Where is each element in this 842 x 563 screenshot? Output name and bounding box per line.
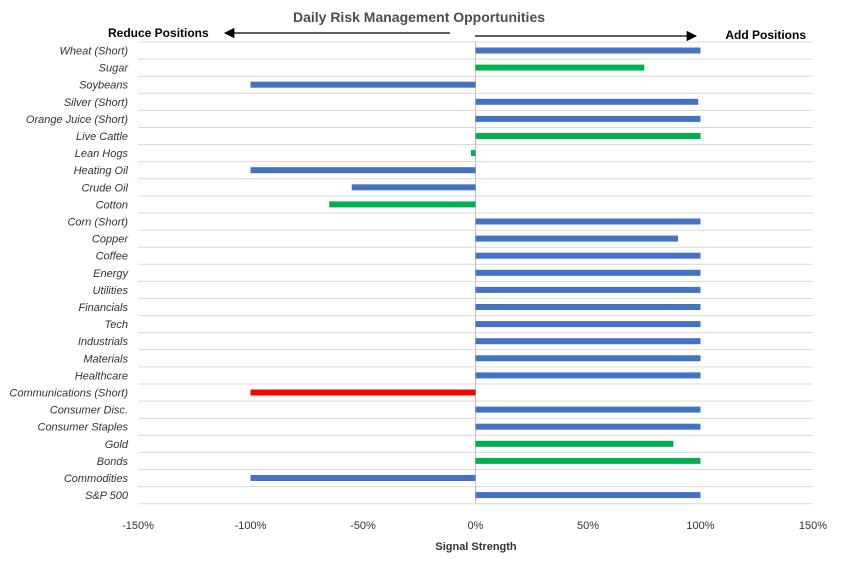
x-tick-label: 150% [799, 520, 827, 532]
add-positions-label: Add Positions [725, 28, 806, 42]
bar [475, 133, 701, 139]
bar [475, 338, 701, 345]
category-labels: Wheat (Short) Sugar Soybeans Silver (Short)… [9, 46, 129, 503]
bar [475, 64, 645, 71]
bar [250, 475, 476, 481]
bar [475, 252, 701, 259]
category-label: Industrials [78, 336, 129, 348]
category-label: Materials [83, 353, 128, 365]
bar [475, 269, 701, 276]
category-label: S&P 500 [85, 490, 129, 502]
category-label: Wheat (Short) [60, 46, 129, 58]
category-label: Tech [105, 319, 128, 331]
bar [475, 286, 701, 293]
bar [475, 492, 701, 499]
chart-title: Daily Risk Management Opportunities [293, 9, 545, 25]
category-label: Gold [105, 439, 129, 451]
category-label: Silver (Short) [64, 97, 129, 109]
bar [475, 218, 701, 225]
bar [475, 423, 701, 430]
category-label: Corn (Short) [67, 217, 128, 229]
x-axis-label: Signal Strength [435, 541, 517, 553]
category-label: Energy [93, 268, 129, 280]
category-label: Consumer Staples [38, 422, 129, 434]
bar [475, 304, 701, 310]
category-label: Financials [78, 302, 128, 314]
bar [329, 201, 476, 208]
bar [475, 321, 701, 328]
reduce-positions-label: Reduce Positions [108, 26, 209, 40]
category-label: Communications (Short) [9, 388, 128, 400]
x-tick-label: -100% [235, 520, 267, 532]
x-tick-labels: -150% -100% -50% 0% 50% 100% 150% [122, 520, 827, 532]
x-tick-label: 100% [686, 520, 714, 532]
x-tick-label: -150% [122, 520, 154, 532]
x-tick-label: -50% [350, 520, 376, 532]
x-tick-label: 50% [577, 520, 599, 532]
bar [475, 98, 699, 105]
category-label: Heating Oil [74, 165, 129, 177]
bar [250, 389, 476, 396]
category-label: Lean Hogs [75, 148, 129, 160]
bar [475, 235, 678, 242]
bar [475, 457, 701, 464]
bar [351, 184, 476, 191]
category-label: Coffee [96, 251, 128, 263]
category-label: Crude Oil [82, 182, 129, 194]
category-label: Healthcare [75, 370, 128, 382]
bars [250, 47, 701, 499]
bar [475, 355, 701, 362]
bar [475, 440, 674, 447]
category-label: Soybeans [79, 80, 128, 92]
bar [250, 167, 476, 174]
category-label: Copper [92, 234, 129, 246]
bar [471, 150, 476, 157]
category-label: Cotton [96, 199, 128, 211]
bar [475, 115, 701, 122]
category-label: Live Cattle [76, 131, 128, 143]
category-label: Commodities [64, 473, 129, 485]
category-label: Bonds [97, 456, 129, 468]
category-label: Utilities [93, 285, 129, 297]
bar [250, 81, 476, 88]
x-tick-label: 0% [468, 520, 484, 532]
category-label: Orange Juice (Short) [26, 114, 128, 126]
category-label: Consumer Disc. [50, 405, 128, 417]
bar [475, 47, 701, 54]
category-label: Sugar [99, 63, 130, 75]
bar [475, 372, 701, 379]
bar [475, 406, 701, 413]
